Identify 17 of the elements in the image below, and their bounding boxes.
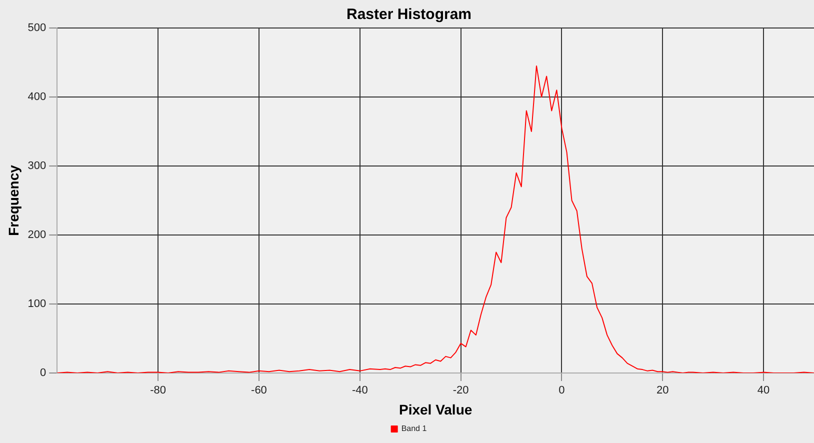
y-tick-label: 200 bbox=[28, 229, 46, 242]
y-tick-label: 0 bbox=[40, 367, 46, 380]
chart-title: Raster Histogram bbox=[346, 6, 472, 24]
x-tick-label: -40 bbox=[352, 384, 368, 397]
y-axis-title: Frequency bbox=[5, 164, 22, 236]
y-tick-label: 500 bbox=[28, 22, 46, 34]
x-tick-label: -20 bbox=[452, 384, 469, 397]
x-tick-label: 0 bbox=[558, 384, 565, 397]
x-tick-label: -80 bbox=[150, 384, 166, 397]
y-tick-label: 100 bbox=[28, 298, 46, 310]
x-tick-label: -60 bbox=[251, 384, 267, 397]
y-tick-label: 300 bbox=[28, 160, 46, 172]
y-tick-label: 400 bbox=[28, 91, 46, 104]
x-tick-label: 40 bbox=[757, 384, 770, 397]
x-tick-label: 20 bbox=[656, 384, 669, 397]
x-axis-title: Pixel Value bbox=[398, 401, 472, 418]
legend-label: Band 1 bbox=[401, 424, 428, 434]
